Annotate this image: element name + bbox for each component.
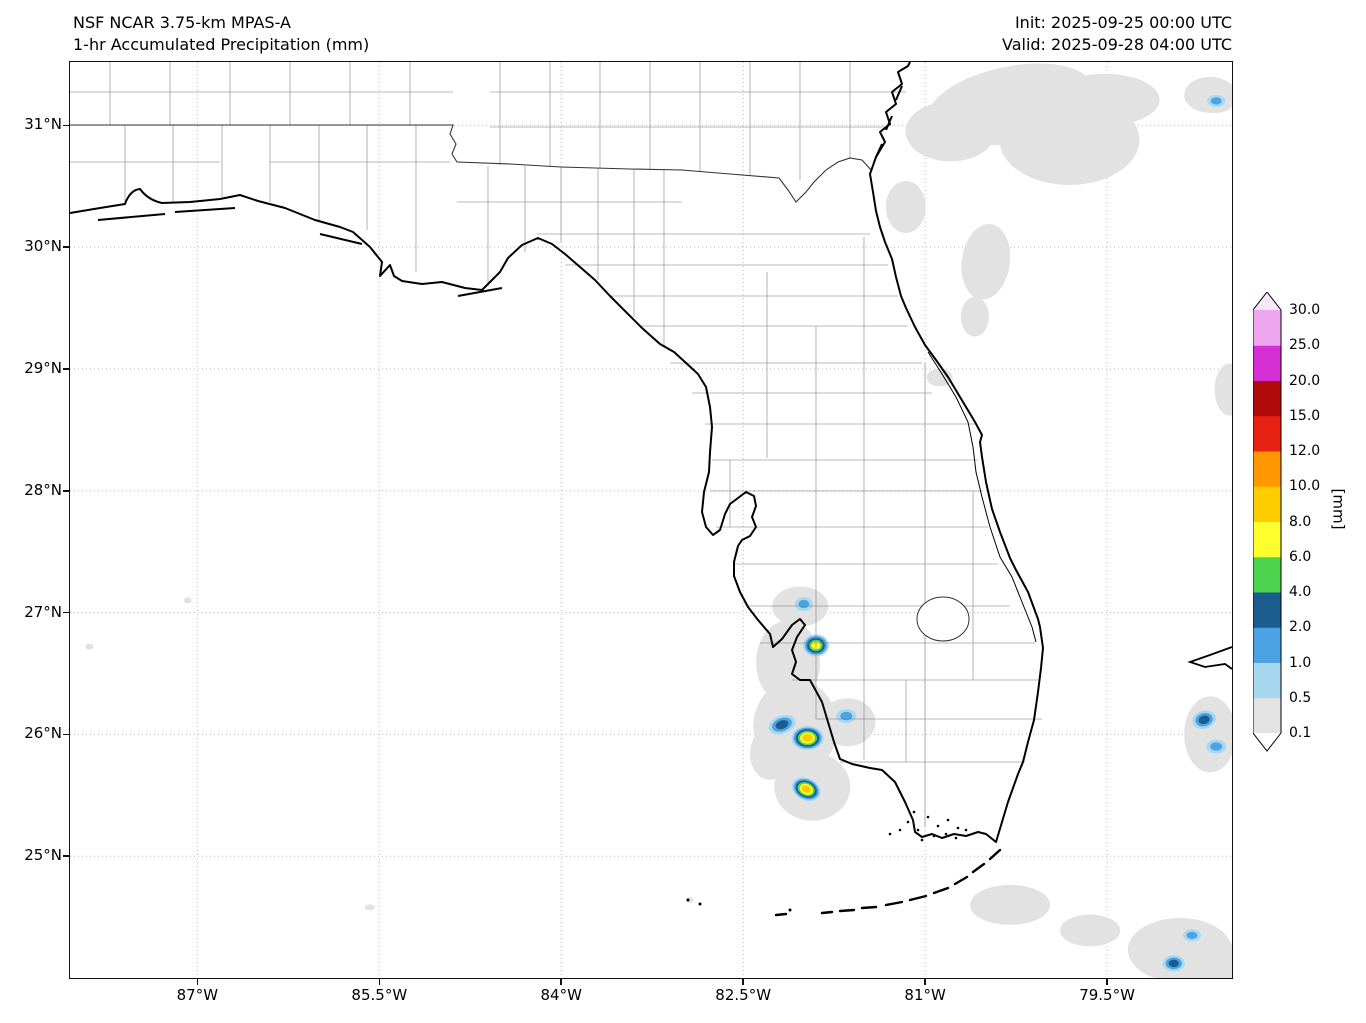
y-tick-mark	[63, 368, 69, 370]
y-tick-mark	[63, 855, 69, 857]
colorbar-tick-label: 25.0	[1289, 337, 1321, 354]
x-tick-label: 84°W	[540, 986, 582, 1004]
precip-cell	[1182, 929, 1201, 942]
y-tick-mark	[63, 611, 69, 614]
x-tick-label: 87°W	[176, 986, 219, 1004]
y-tick-mark	[63, 733, 69, 736]
map-svg	[70, 62, 1232, 978]
model-title: NSF NCAR 3.75-km MPAS-A	[73, 13, 291, 32]
colorbar-tick-label: 0.1	[1289, 725, 1312, 741]
lat-lon-gridlines	[70, 62, 1232, 978]
barrier-islands	[97, 85, 903, 297]
x-tick-mark	[924, 979, 926, 985]
colorbar-tick-label: 15.0	[1289, 407, 1321, 424]
y-tick-label: 31°N	[24, 115, 62, 134]
precip-cell	[1192, 710, 1216, 729]
colorbar-tick-label: 0.5	[1289, 689, 1312, 706]
valid-time: Valid: 2025-09-28 04:00 UTC	[1001, 35, 1232, 54]
precip-cell	[791, 777, 821, 802]
colorbar-tick-label: 10.0	[1289, 478, 1321, 495]
precip-cell	[1207, 94, 1226, 107]
map-canvas	[69, 61, 1233, 979]
county-boundaries	[70, 62, 1042, 827]
y-tick-label: 29°N	[24, 358, 62, 377]
init-time: Init: 2025-09-25 00:00 UTC	[1014, 13, 1232, 32]
florida-keys	[774, 848, 1002, 917]
x-tick-mark	[742, 979, 744, 985]
intracoastal-lagoon	[927, 351, 1037, 643]
colorbar-tick-label: 30.0	[1289, 302, 1321, 318]
x-tick-label: 81°W	[904, 986, 946, 1004]
precip-cell	[791, 726, 824, 751]
bahamas-coast	[1187, 646, 1232, 670]
x-tick-label: 79.5°W	[1079, 986, 1135, 1004]
precip-cell	[768, 714, 796, 735]
colorbar-tick-label: 1.0	[1289, 654, 1312, 671]
precip-cell	[794, 597, 813, 612]
colorbar-tick-label: 12.0	[1289, 443, 1321, 459]
x-tick-label: 82.5°W	[715, 986, 772, 1004]
x-tick-mark	[560, 979, 562, 985]
field-title: 1-hr Accumulated Precipitation (mm)	[73, 35, 370, 54]
colorbar-tick-label: 2.0	[1289, 619, 1312, 636]
y-tick-label: 28°N	[24, 480, 62, 499]
colorbar-tick-label: 8.0	[1289, 513, 1312, 530]
precip-cell	[1206, 739, 1227, 754]
y-tick-label: 25°N	[24, 846, 62, 865]
x-tick-mark	[378, 979, 381, 985]
plot-title: NSF NCAR 3.75-km MPAS-A 1-hr Accumulated…	[73, 12, 369, 56]
colorbar-tick-label: 20.0	[1289, 372, 1321, 389]
light-precip-patches	[85, 63, 1232, 978]
state-borders	[70, 124, 872, 203]
coastline	[70, 62, 1044, 843]
colorbar-tick-label: 6.0	[1289, 548, 1312, 565]
y-tick-mark	[63, 246, 69, 248]
colorbar	[1253, 292, 1282, 752]
colorbar-unit-label: [mm]	[1329, 488, 1348, 530]
colorbar-tick-label: 4.0	[1289, 584, 1312, 600]
x-tick-mark	[1106, 979, 1108, 985]
precip-cell	[836, 709, 857, 724]
florida-bay-islets	[686, 810, 968, 912]
y-tick-mark	[63, 490, 69, 492]
x-tick-label: 85.5°W	[351, 986, 408, 1004]
y-tick-label: 26°N	[24, 724, 62, 743]
precip-cell	[1162, 955, 1185, 972]
lake-okeechobee	[916, 596, 970, 642]
x-tick-mark	[196, 979, 199, 985]
precip-cells	[768, 94, 1227, 972]
y-tick-label: 30°N	[24, 237, 62, 256]
y-tick-label: 27°N	[24, 602, 62, 621]
y-tick-mark	[63, 124, 69, 127]
time-labels: Init: 2025-09-25 00:00 UTC Valid: 2025-0…	[1002, 12, 1232, 56]
